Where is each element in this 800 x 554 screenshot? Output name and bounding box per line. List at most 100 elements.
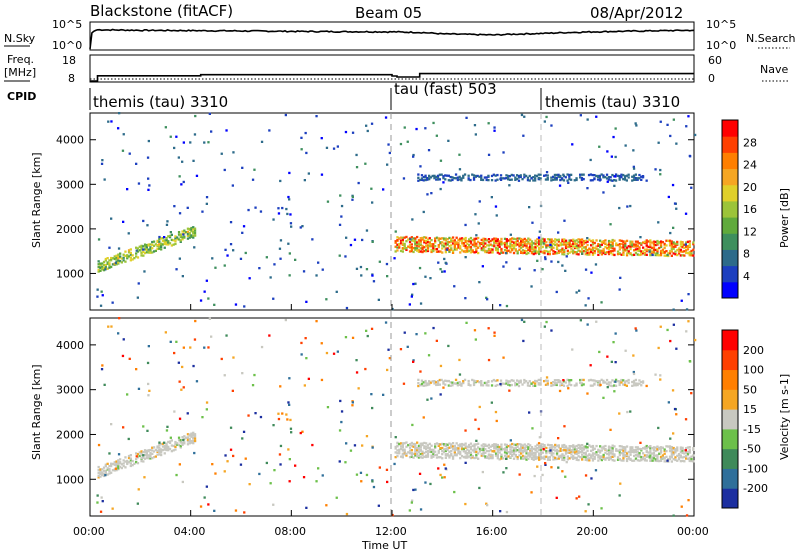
power-cell [284,113,287,117]
velocity-cell [681,456,684,459]
velocity-cell [609,446,612,449]
power-cell [654,240,657,244]
power-cell [450,237,453,240]
power-cell [102,263,106,267]
velocity-cell [507,380,510,383]
power-cell [529,238,532,241]
power-cell [146,224,149,227]
velocity-cell [555,450,559,453]
velocity-cell [586,392,589,395]
power-cell [340,204,344,208]
velocity-cell [450,443,453,446]
power-cell [288,171,291,175]
velocity-cell [410,451,413,455]
velocity-cell [289,427,293,430]
power-cell [668,244,672,247]
velocity-cell [225,334,228,337]
power-cell [533,269,536,272]
power-cell [495,214,498,217]
velocity-cell [596,383,600,387]
time-axis-label: Time UT [361,539,407,552]
velocity-cell [304,337,307,340]
power-cell [436,178,440,181]
velocity-cell [460,447,464,450]
power-cell [458,153,461,156]
freq-line [90,72,694,82]
velocity-cell [532,384,535,387]
power-cell [193,231,197,235]
power-cell [625,246,629,249]
velocity-cell [586,446,589,449]
power-cell [451,176,454,179]
power-cell [143,248,147,251]
power-cell [649,248,652,251]
velocity-cell [625,445,629,448]
velocity-cell [567,387,570,390]
velocity-cell [568,445,571,448]
velocity-cell [265,461,268,465]
velocity-cell [572,448,575,451]
velocity-cell [149,451,152,455]
velocity-cell [550,384,553,387]
power-cell [584,304,587,307]
velocity-cell [575,456,578,460]
velocity-cell [561,470,564,473]
power-cell [156,247,159,251]
colorbar-frame [721,329,739,509]
velocity-cell [634,449,638,452]
power-cell [634,248,638,251]
power-cell [396,243,399,246]
power-cell [546,178,549,181]
power-cell [382,188,385,191]
velocity-cell [401,452,404,455]
velocity-cell [552,452,555,455]
power-cell [345,306,349,310]
velocity-cell [629,451,632,454]
power-cell [503,248,507,252]
power-cell [175,268,178,271]
velocity-cell [534,445,537,448]
power-cell [647,245,650,248]
power-cell [428,241,431,244]
velocity-cell [117,460,120,464]
power-cell [493,241,496,244]
velocity-cell [500,455,503,458]
power-cell [158,243,161,246]
velocity-cell [377,504,380,507]
velocity-cell [205,408,208,411]
power-cell [114,261,117,265]
power-cell [579,238,582,241]
velocity-cell [537,382,540,385]
velocity-cell [426,398,429,401]
velocity-cell [676,448,679,451]
colorbar-cell [722,448,738,469]
velocity-cell [532,454,535,457]
power-cell [668,249,672,253]
velocity-cell [681,446,684,449]
velocity-cell [471,444,474,447]
velocity-cell [480,452,483,456]
power-cell [117,247,121,250]
power-cell [568,173,571,177]
velocity-cell [496,443,499,447]
power-cell [521,178,524,181]
velocity-cell [154,455,157,458]
velocity-cell [457,447,460,450]
cpid-segment-3: themis (tau) 3310 [545,93,680,111]
power-cell [538,250,541,253]
power-cell [428,245,431,248]
velocity-cell [494,443,498,446]
velocity-cell [110,462,113,465]
velocity-cell [416,450,419,453]
power-cell [619,276,622,279]
power-cell [616,174,619,177]
power-cell [525,174,528,178]
power-cell [681,242,684,245]
velocity-cell [140,451,143,455]
velocity-cell [620,452,623,455]
xtick-label: 20:00 [576,525,608,538]
velocity-cell [561,457,564,460]
velocity-cell [135,461,138,464]
velocity-cell [527,446,530,449]
velocity-cell [609,428,612,431]
